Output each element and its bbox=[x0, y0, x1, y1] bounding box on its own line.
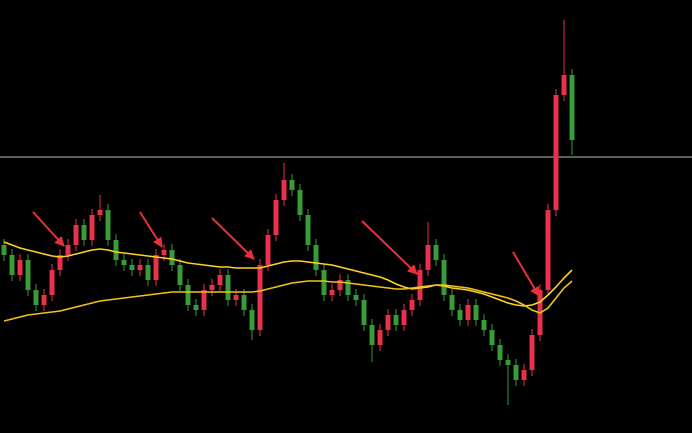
candle-body bbox=[65, 245, 71, 255]
candle-body bbox=[329, 290, 335, 295]
candle-body bbox=[361, 300, 367, 325]
candle-body bbox=[561, 75, 567, 95]
candle-body bbox=[9, 255, 15, 275]
arrow bbox=[139, 211, 163, 248]
candle-body bbox=[113, 240, 119, 260]
candle-body bbox=[17, 260, 23, 275]
candle-body bbox=[193, 305, 199, 310]
candle-body bbox=[377, 330, 383, 345]
candle-body bbox=[209, 285, 215, 290]
candle-body bbox=[545, 210, 551, 290]
candle-body bbox=[473, 305, 479, 320]
candle-body bbox=[497, 345, 503, 360]
candle-body bbox=[1, 245, 7, 255]
candle-body bbox=[409, 300, 415, 310]
candle-body bbox=[433, 245, 439, 260]
annotation-arrows bbox=[32, 211, 540, 297]
candle-body bbox=[489, 330, 495, 345]
candle-body bbox=[281, 180, 287, 200]
candle-body bbox=[425, 245, 431, 270]
candle-body bbox=[353, 295, 359, 300]
candle-body bbox=[321, 270, 327, 295]
candle-body bbox=[153, 255, 159, 280]
candle-body bbox=[241, 295, 247, 310]
candle-body bbox=[169, 250, 175, 265]
candle-body bbox=[521, 370, 527, 380]
candle-body bbox=[569, 75, 575, 140]
arrow bbox=[361, 220, 418, 275]
candle-body bbox=[73, 225, 79, 245]
candle-body bbox=[289, 180, 295, 190]
candle-body bbox=[393, 315, 399, 325]
candle-body bbox=[505, 360, 511, 365]
candle-body bbox=[385, 315, 391, 330]
candle-body bbox=[313, 245, 319, 270]
candle-body bbox=[233, 295, 239, 300]
moving-average-line bbox=[3, 241, 573, 307]
candle-body bbox=[97, 210, 103, 215]
candle-body bbox=[137, 265, 143, 270]
candle-body bbox=[161, 250, 167, 255]
candle-body bbox=[41, 295, 47, 305]
candle-body bbox=[89, 215, 95, 240]
candle-body bbox=[33, 290, 39, 305]
candle-body bbox=[225, 275, 231, 300]
candle-body bbox=[297, 190, 303, 215]
candle-body bbox=[465, 305, 471, 320]
candle-body bbox=[49, 270, 55, 295]
candle-body bbox=[201, 290, 207, 310]
candle-body bbox=[217, 275, 223, 285]
plot-area bbox=[0, 20, 692, 405]
candle-body bbox=[185, 285, 191, 305]
candle-body bbox=[249, 310, 255, 330]
candle-body bbox=[513, 365, 519, 380]
candle-body bbox=[145, 265, 151, 280]
candle-body bbox=[529, 335, 535, 370]
arrow bbox=[32, 211, 65, 247]
candle-body bbox=[369, 325, 375, 345]
candle-body bbox=[265, 235, 271, 265]
candle-body bbox=[257, 265, 263, 330]
candle-body bbox=[481, 320, 487, 330]
candle-body bbox=[305, 215, 311, 245]
candle-body bbox=[129, 265, 135, 270]
candle-body bbox=[449, 295, 455, 310]
arrow bbox=[512, 251, 540, 297]
candle-body bbox=[417, 270, 423, 300]
candle-body bbox=[105, 210, 111, 240]
candle-body bbox=[553, 95, 559, 210]
candle-body bbox=[273, 200, 279, 235]
arrow bbox=[211, 217, 255, 260]
candle-body bbox=[401, 310, 407, 325]
candle-body bbox=[337, 280, 343, 290]
candle-body bbox=[441, 260, 447, 295]
candle-body bbox=[81, 225, 87, 240]
candle-body bbox=[57, 255, 63, 270]
candle-body bbox=[457, 310, 463, 320]
moving-average-line bbox=[3, 280, 573, 322]
candle-body bbox=[25, 260, 31, 290]
candle-body bbox=[177, 265, 183, 285]
candle-body bbox=[345, 280, 351, 295]
candle-body bbox=[121, 260, 127, 265]
